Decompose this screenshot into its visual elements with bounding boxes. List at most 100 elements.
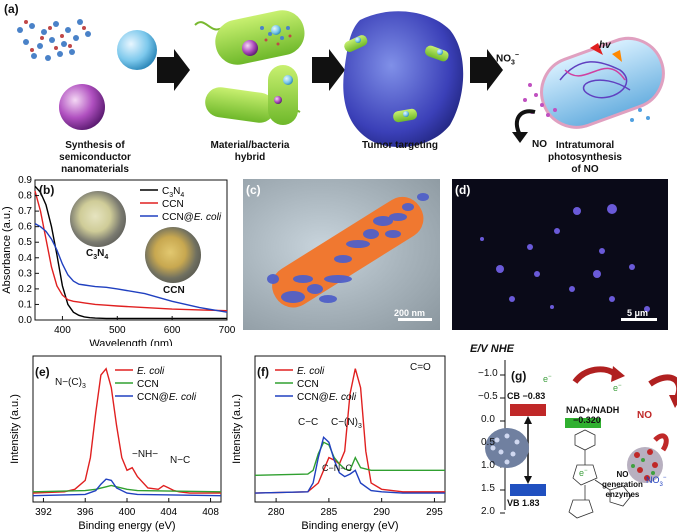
y-axis-label: Intensity (a.u.) — [9, 394, 21, 464]
x-tick-label: 280 — [268, 507, 285, 518]
caption-photosynthesis: Intratumoral photosynthesis of NO — [548, 140, 622, 175]
y-tick-label: 0.6 — [18, 222, 32, 233]
no-generating-cell — [627, 433, 669, 483]
no-label-g: NO — [637, 410, 652, 421]
tumor — [343, 11, 464, 148]
tick-g-2: −0.5 — [478, 391, 498, 402]
x-tick-label: 600 — [164, 325, 181, 336]
plot-frame — [254, 355, 446, 503]
y-tick-label: 0.7 — [18, 206, 32, 217]
electron-label-1: e− — [543, 374, 552, 384]
x-tick-label: 500 — [109, 325, 126, 336]
y-tick-label: 0.8 — [18, 191, 32, 202]
x-tick-label: 396 — [77, 507, 94, 518]
series-line — [254, 368, 445, 494]
x-tick-label: 400 — [54, 325, 71, 336]
legend-label: CCN@E. coli — [137, 392, 197, 403]
panel-d-label: (d) — [455, 183, 471, 197]
chart-absorbance: 400 500 600 700 0.0 0.1 0.2 0.3 0.4 0.5 0.6 0.7 0.8 0… — [1, 176, 236, 346]
nad-bar — [565, 418, 601, 428]
x-tick-label: 392 — [35, 507, 52, 518]
enzymes-label: NO generation enzymes — [602, 470, 643, 499]
no-label-a: NO — [532, 139, 547, 150]
series-line — [32, 478, 222, 497]
vb-bar — [510, 484, 546, 496]
panel-b-label: (b) — [39, 183, 55, 197]
y-tick-label: 0.5 — [18, 237, 32, 248]
panel-f-label: (f) — [257, 365, 269, 379]
x-tick-label: 404 — [160, 507, 177, 518]
intratumoral-cell — [512, 36, 665, 143]
annotation-nc: N−C — [170, 455, 191, 466]
c3n4-powder-photo — [70, 191, 126, 247]
tick-g-5: 1.0 — [481, 460, 495, 471]
axis-title-g: E/V NHE — [470, 343, 515, 355]
caption-tumor-targeting: Tumor targeting — [362, 140, 438, 151]
series-line — [254, 435, 445, 494]
tick-g-6: 1.5 — [481, 483, 495, 494]
nad-label: NAD+/NADH — [566, 405, 620, 415]
x-axis-label: Wavelength (nm) — [89, 338, 172, 346]
no3-label-a: NO3− — [496, 52, 519, 67]
legend-label: E. coli — [137, 366, 165, 377]
electron-label-2: e− — [613, 383, 622, 393]
hv-label: hv — [599, 40, 611, 51]
cb-label: CB −0.83 — [507, 391, 546, 401]
y-axis-label: Absorbance (a.u.) — [1, 206, 13, 293]
fluorescence-image — [452, 179, 668, 330]
y-tick-label: 0.9 — [18, 176, 32, 186]
y-tick-label: 0.1 — [18, 299, 32, 310]
legend-label: CCN — [297, 379, 319, 390]
scalebar-c: 200 nm — [394, 308, 426, 318]
arrow-icon — [470, 49, 503, 91]
y-axis-label: Intensity (a.u.) — [231, 394, 243, 464]
nanomaterial-network — [17, 19, 91, 61]
annotation-cc: C−C — [298, 417, 319, 428]
legend-label: CCN@E. coli — [162, 212, 222, 223]
y-tick-label: 0.2 — [18, 284, 32, 295]
panel-a-label: (a) — [4, 2, 19, 16]
legend-label: CCN@E. coli — [297, 392, 357, 403]
caption-hybrid: Material/bacteria hybrid — [210, 140, 290, 163]
cb-bar — [510, 404, 546, 416]
purple-nanoparticle — [59, 84, 105, 130]
x-tick-label: 400 — [119, 507, 136, 518]
no3-label-g: NO3− — [646, 475, 667, 488]
annotation-cnc: C−N−C — [322, 463, 353, 473]
chart-xps-c1s: 280 285 290 295 Binding energy (eV) Intensity… — [231, 355, 446, 532]
x-tick-label: 408 — [202, 507, 219, 518]
panel-g-label: (g) — [511, 369, 527, 383]
legend-label: C3N4 — [162, 186, 184, 199]
tem-image — [243, 179, 440, 330]
series-line — [34, 185, 227, 320]
band-diagram — [485, 360, 677, 519]
electron-label-3: e− — [579, 468, 588, 478]
series-line — [254, 441, 445, 476]
ccn-photo-label: CCN — [163, 285, 185, 296]
ccn-powder-photo — [145, 227, 201, 283]
tick-g-4: 0.5 — [481, 437, 495, 448]
y-tick-label: 0.3 — [18, 268, 32, 279]
legend-label: CCN — [137, 379, 159, 390]
panel-c-label: (c) — [246, 183, 261, 197]
nadh-structure — [568, 429, 632, 519]
c3n4-photo-label: C3N4 — [86, 248, 109, 261]
series-line — [34, 190, 228, 312]
annotation-nh: −NH− — [132, 449, 159, 460]
y-tick-label: 0.4 — [18, 253, 32, 264]
annotation-co: C=O — [410, 362, 431, 373]
tick-g-3: 0.0 — [481, 414, 495, 425]
annotation-nc3: N−(C)3 — [55, 377, 86, 390]
x-tick-label: 285 — [321, 507, 338, 518]
x-tick-label: 700 — [219, 325, 236, 336]
vb-label: VB 1.83 — [507, 498, 540, 508]
arrow-icon — [157, 49, 190, 91]
legend-label: CCN — [162, 199, 184, 210]
blue-nanoparticle — [117, 30, 157, 70]
arrow-icon — [312, 49, 345, 91]
series-line — [34, 222, 228, 313]
nad-value: −0.320 — [573, 415, 601, 425]
bacteria-hybrid — [194, 10, 305, 125]
semiconductor-particle — [485, 428, 529, 468]
panel-e-label: (e) — [35, 365, 50, 379]
